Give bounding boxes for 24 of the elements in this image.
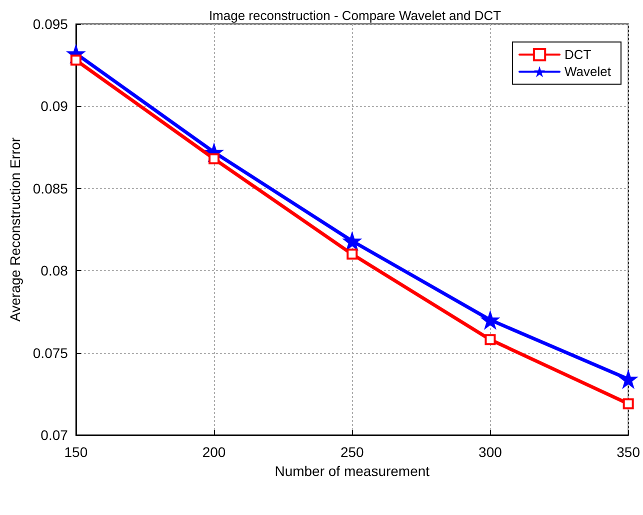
point <box>618 369 638 390</box>
point <box>346 248 358 260</box>
x-tick-label: 250 <box>340 444 364 460</box>
y-axis-title: Average Reconstruction Error <box>7 137 23 322</box>
point <box>342 231 362 252</box>
x-axis-title: Number of measurement <box>274 462 430 479</box>
point <box>484 334 496 346</box>
x-tick-label: 200 <box>202 444 226 460</box>
y-tick-label: 0.07 <box>40 427 68 443</box>
legend-label: Wavelet <box>564 64 612 80</box>
y-tick-label: 0.09 <box>40 98 68 114</box>
point <box>70 54 82 66</box>
x-tick-label: 300 <box>478 444 502 460</box>
x-tick-label: 350 <box>616 444 640 460</box>
legend-label: DCT <box>564 47 592 62</box>
y-tick-label: 0.08 <box>40 262 68 279</box>
point <box>208 153 220 164</box>
chart-title: Image reconstruction - Compare Wavelet and DCT <box>208 8 502 23</box>
point <box>480 310 500 330</box>
x-tick-label: 150 <box>64 444 88 460</box>
y-tick-label: 0.085 <box>32 180 68 196</box>
y-tick-label: 0.075 <box>32 344 68 361</box>
point <box>622 398 634 410</box>
y-tick-label: 0.095 <box>32 16 68 32</box>
